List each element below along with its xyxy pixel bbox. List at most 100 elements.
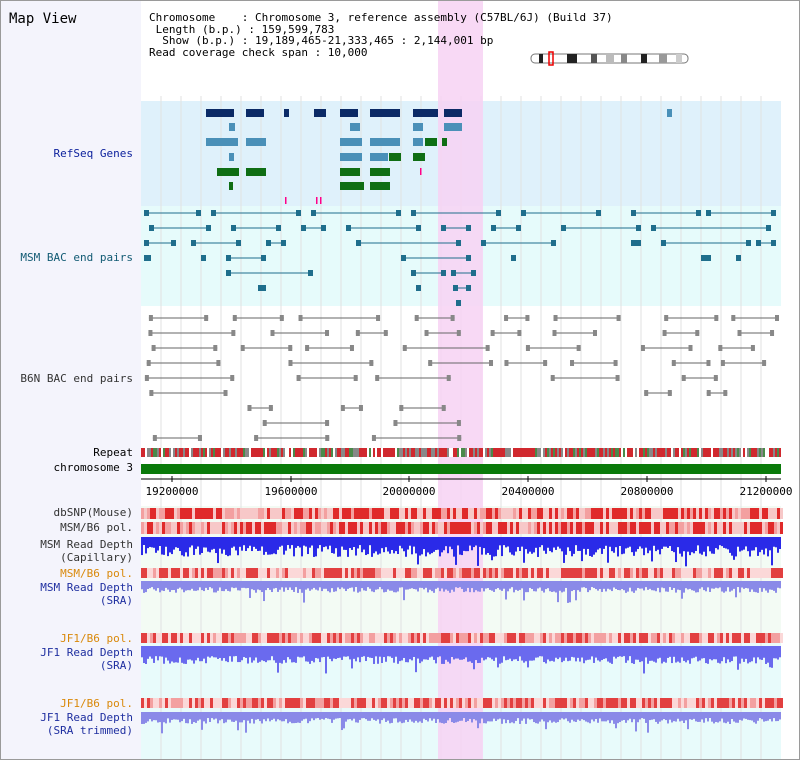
- polymorphism-cell: [291, 522, 294, 534]
- read-depth-bar: [765, 537, 767, 549]
- read-depth-bar: [253, 537, 255, 547]
- read-depth-bar: [143, 581, 145, 593]
- read-depth-bar: [609, 537, 611, 547]
- polymorphism-cell: [366, 633, 369, 643]
- read-depth-bar: [439, 537, 441, 557]
- polymorphism-cell: [429, 698, 432, 708]
- repeat-cell: [437, 448, 439, 457]
- b6n-bac-label[interactable]: B6N BAC end pairs: [20, 372, 133, 385]
- msm-depth-capillary-label[interactable]: MSM Read Depth: [40, 538, 133, 551]
- read-depth-bar: [435, 537, 437, 551]
- polymorphism-cell: [693, 633, 696, 643]
- polymorphism-cell: [720, 508, 723, 519]
- read-depth-bar: [535, 712, 537, 724]
- repeat-label[interactable]: Repeat: [93, 446, 133, 459]
- polymorphism-cell: [183, 522, 186, 534]
- polymorphism-cell: [318, 633, 321, 643]
- read-depth-bar: [181, 646, 183, 663]
- read-depth-bar: [699, 712, 701, 722]
- dbsnp-label[interactable]: dbSNP(Mouse): [53, 506, 133, 519]
- read-depth-bar: [161, 581, 163, 591]
- msm-depth-sra-label[interactable]: MSM Read Depth: [40, 581, 133, 594]
- read-depth-bar: [189, 537, 191, 548]
- repeat-cell: [577, 448, 579, 457]
- polymorphism-cell: [498, 568, 501, 578]
- polymorphism-cell: [486, 568, 489, 578]
- read-depth-bar: [153, 712, 155, 721]
- read-depth-bar: [545, 712, 547, 730]
- gene-tick: [320, 197, 322, 204]
- polymorphism-cell: [501, 508, 504, 519]
- polymorphism-cell: [258, 508, 261, 519]
- read-depth-bar: [425, 581, 427, 588]
- read-depth-bar: [179, 581, 181, 588]
- polymorphism-cell: [474, 633, 477, 643]
- read-depth-bar: [521, 646, 523, 661]
- polymorphism-cell: [279, 508, 282, 519]
- read-depth-bar: [299, 646, 301, 658]
- read-depth-bar: [441, 581, 443, 589]
- read-depth-bar: [265, 646, 267, 663]
- polymorphism-cell: [777, 508, 780, 519]
- msm-bac-label[interactable]: MSM BAC end pairs: [20, 251, 133, 264]
- repeat-cell: [445, 448, 447, 457]
- read-depth-bar: [413, 537, 415, 547]
- read-depth-bar: [431, 646, 433, 657]
- read-depth-bar: [175, 581, 177, 593]
- jf1-depth-trim-label[interactable]: JF1 Read Depth: [40, 711, 133, 724]
- msm-b6-pol-label[interactable]: MSM/B6 pol.: [60, 521, 133, 534]
- gene-block: [340, 168, 360, 176]
- read-depth-bar: [769, 646, 771, 668]
- polymorphism-cell: [735, 698, 738, 708]
- polymorphism-cell: [603, 522, 606, 534]
- jf1-b6-pol-2-label[interactable]: JF1/B6 pol.: [60, 697, 133, 710]
- polymorphism-cell: [780, 633, 783, 643]
- polymorphism-cell: [594, 633, 597, 643]
- read-depth-bar: [727, 646, 729, 660]
- jf1-depth-sra-label[interactable]: JF1 Read Depth: [40, 646, 133, 659]
- read-depth-bar: [537, 646, 539, 658]
- b6n-end: [720, 360, 725, 366]
- read-depth-bar: [349, 712, 351, 720]
- polymorphism-cell: [672, 522, 675, 534]
- read-depth-bar: [673, 712, 675, 722]
- read-depth-bar: [771, 646, 773, 668]
- polymorphism-cell: [765, 508, 768, 519]
- polymorphism-cell: [387, 568, 390, 578]
- polymorphism-cell: [231, 508, 234, 519]
- read-depth-bar: [503, 646, 505, 657]
- polymorphism-cell: [429, 633, 432, 643]
- read-depth-bar: [459, 537, 461, 555]
- polymorphism-cell: [774, 522, 777, 534]
- chromosome-label[interactable]: chromosome 3: [53, 461, 133, 474]
- read-depth-bar: [225, 537, 227, 555]
- polymorphism-cell: [663, 698, 666, 708]
- read-depth-bar: [253, 581, 255, 591]
- refseq-genes-label[interactable]: RefSeq Genes: [53, 147, 133, 160]
- polymorphism-cell: [414, 568, 417, 578]
- repeat-cell: [475, 448, 477, 457]
- b6n-end: [750, 345, 755, 351]
- polymorphism-cell: [585, 698, 588, 708]
- repeat-cell: [721, 448, 723, 457]
- polymorphism-cell: [150, 633, 153, 643]
- repeat-cell: [607, 448, 609, 457]
- polymorphism-cell: [354, 508, 357, 519]
- read-depth-bar: [563, 581, 565, 592]
- polymorphism-cell: [465, 508, 468, 519]
- repeat-cell: [689, 448, 691, 457]
- read-depth-bar: [299, 581, 301, 590]
- read-depth-bar: [497, 581, 499, 589]
- repeat-cell: [637, 448, 639, 457]
- read-depth-bar: [423, 712, 425, 719]
- jf1-b6-pol-label[interactable]: JF1/B6 pol.: [60, 632, 133, 645]
- jf1-depth-sra-sub: (SRA): [99, 659, 133, 672]
- read-depth-bar: [549, 712, 551, 721]
- read-depth-bar: [753, 581, 755, 592]
- read-depth-bar: [295, 712, 297, 723]
- read-depth-bar: [379, 646, 381, 657]
- polymorphism-cell: [645, 508, 648, 519]
- polymorphism-cell: [669, 568, 672, 578]
- msm-b6-pol-2-label[interactable]: MSM/B6 pol.: [60, 567, 133, 580]
